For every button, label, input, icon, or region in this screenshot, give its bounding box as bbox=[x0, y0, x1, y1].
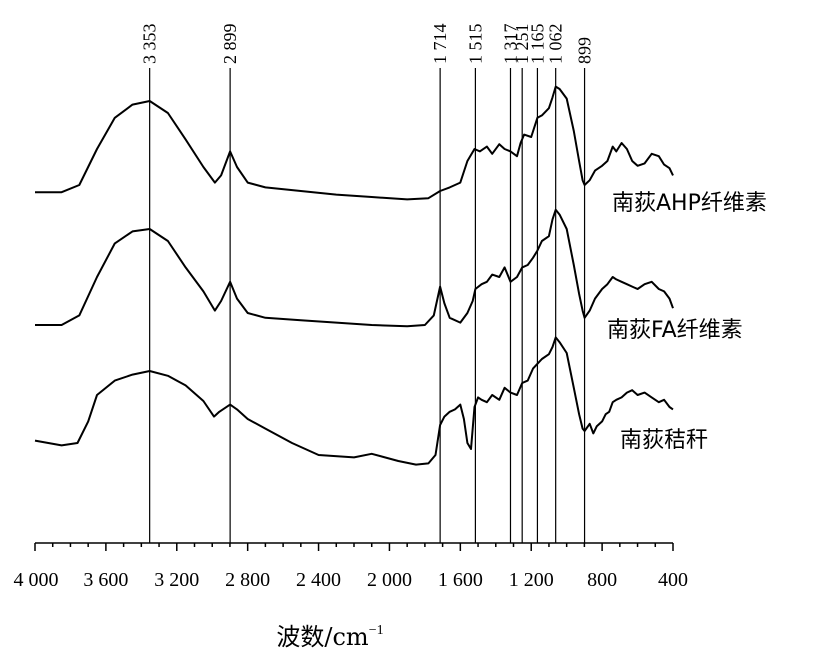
x-axis-title: 波数/cm−1 bbox=[276, 623, 383, 651]
peak-label: 1 165 bbox=[527, 24, 547, 65]
peak-label: 1 714 bbox=[430, 24, 450, 65]
peak-label: 1 317 bbox=[500, 24, 520, 65]
x-tick-label: 1 600 bbox=[438, 569, 483, 591]
x-tick-label: 4 000 bbox=[14, 569, 59, 591]
series-fa-cellulose bbox=[35, 208, 674, 328]
peak-label: 3 353 bbox=[140, 24, 160, 65]
x-tick-label: 2 800 bbox=[225, 569, 270, 591]
peak-label: 2 899 bbox=[220, 24, 240, 65]
x-axis-title-text: 波数/cm bbox=[276, 623, 369, 651]
label-ahp-cellulose: 南荻AHP纤维素 bbox=[612, 191, 767, 216]
peak-label: 1 515 bbox=[465, 24, 485, 65]
peak-label: 1 062 bbox=[546, 24, 566, 65]
peak-label: 1 251 bbox=[512, 24, 532, 65]
x-axis: 4 000 3 600 3 200 2 800 2 400 2 000 1 600 1 200… bbox=[14, 542, 688, 591]
peak-label: 899 bbox=[575, 37, 595, 64]
series-straw bbox=[34, 336, 674, 466]
series-ahp-cellulose bbox=[35, 85, 674, 201]
x-tick-label: 3 200 bbox=[154, 569, 199, 591]
label-straw: 南荻秸秆 bbox=[620, 428, 708, 453]
series-lines bbox=[34, 85, 674, 466]
x-tick-label: 800 bbox=[587, 569, 617, 591]
x-tick-label: 400 bbox=[658, 569, 688, 591]
x-tick-label: 1 200 bbox=[509, 569, 554, 591]
x-tick-label: 2 400 bbox=[296, 569, 341, 591]
x-tick-label: 2 000 bbox=[367, 569, 412, 591]
label-fa-cellulose: 南荻FA纤维素 bbox=[607, 318, 743, 343]
x-axis-title-unit-exponent: −1 bbox=[369, 623, 384, 638]
x-tick-label: 3 600 bbox=[83, 569, 128, 591]
